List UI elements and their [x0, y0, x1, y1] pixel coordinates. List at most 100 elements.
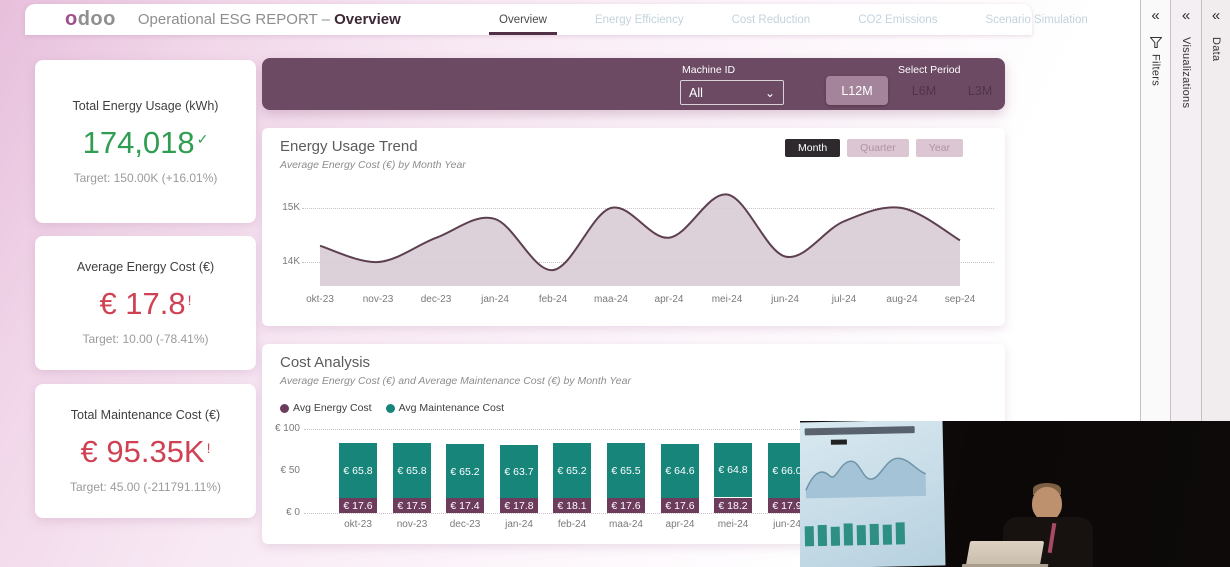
machine-id-dropdown[interactable]: All ⌄ — [680, 80, 784, 105]
period-button-l6m[interactable]: L6M — [911, 83, 937, 98]
chevron-down-icon: ⌄ — [764, 85, 775, 100]
trend-x-tick: aug-24 — [886, 294, 918, 305]
cost-y-tick: € 50 — [280, 465, 300, 476]
report-title-page: Overview — [334, 11, 401, 28]
mini-dashboard-button — [830, 439, 847, 445]
trend-x-tick: apr-24 — [654, 294, 684, 305]
filter-funnel-icon — [1149, 37, 1162, 48]
presenter-head — [1032, 487, 1062, 521]
energy-cost-segment[interactable]: € 17.6 — [607, 498, 645, 513]
toggle-quarter-button[interactable]: Quarter — [847, 139, 909, 157]
energy-cost-segment[interactable]: € 17.6 — [339, 498, 377, 513]
kpi-alert-indicator: ! — [187, 292, 192, 308]
period-button-l12m[interactable]: L12M — [826, 76, 888, 105]
kpi-value: 174,018 ✓ — [82, 124, 209, 160]
trend-x-tick: sep-24 — [944, 294, 976, 305]
expand-filters-icon[interactable]: « — [1151, 7, 1160, 24]
presenter-video-overlay — [800, 421, 1230, 567]
kpi-check-indicator: ✓ — [196, 130, 209, 147]
cost-x-tick: nov-23 — [396, 519, 428, 530]
app-header: odoo Operational ESG REPORT – Overview O… — [25, 4, 1088, 35]
filters-pane-label[interactable]: Filters — [1149, 54, 1162, 87]
cost-x-tick: mei-24 — [717, 519, 749, 530]
kpi-total-energy-usage: Total Energy Usage (kWh) 174,018 ✓ Target… — [35, 60, 256, 223]
mini-bar-chart — [804, 522, 906, 547]
cost-x-tick: maa-24 — [609, 519, 643, 530]
maintenance-cost-segment[interactable]: € 63.7 — [500, 445, 538, 499]
kpi-title: Total Energy Usage (kWh) — [72, 98, 219, 113]
trend-x-tick: maa-24 — [594, 294, 628, 305]
toggle-year-button[interactable]: Year — [915, 139, 963, 157]
expand-visualizations-icon[interactable]: « — [1181, 7, 1191, 24]
maintenance-cost-segment[interactable]: € 64.6 — [661, 444, 699, 498]
maintenance-cost-segment[interactable]: € 66.0 — [768, 443, 806, 498]
maintenance-cost-segment[interactable]: € 65.8 — [339, 443, 377, 498]
legend-dot-icon — [280, 403, 289, 413]
legend-avg-maintenance-cost[interactable]: Avg Maintenance Cost — [385, 402, 505, 414]
mini-area-chart — [805, 457, 927, 499]
energy-cost-segment[interactable]: € 17.6 — [661, 498, 699, 513]
kpi-target: Target: 150.00K (+16.01%) — [73, 170, 218, 185]
tab-overview[interactable]: Overview — [489, 5, 557, 35]
energy-usage-trend-card: Energy Usage Trend Average Energy Cost (… — [262, 128, 1005, 326]
energy-cost-segment[interactable]: € 17.4 — [446, 498, 484, 513]
stacked-bar-dec-23[interactable]: € 65.2 € 17.4 dec-23 — [446, 444, 484, 530]
energy-cost-segment[interactable]: € 17.9 — [768, 498, 806, 513]
maintenance-cost-segment[interactable]: € 65.2 — [446, 444, 484, 499]
cost-chart-legend: Avg Energy Cost Avg Maintenance Cost — [280, 402, 504, 414]
kpi-total-maintenance-cost: Total Maintenance Cost (€) € 95.35K! Tar… — [35, 384, 256, 518]
presenter-laptop — [965, 541, 1045, 566]
kpi-average-energy-cost: Average Energy Cost (€) € 17.8! Target: … — [35, 236, 256, 370]
expand-data-icon[interactable]: « — [1211, 7, 1221, 24]
stacked-bar-okt-23[interactable]: € 65.8 € 17.6 okt-23 — [339, 443, 377, 530]
legend-dot-icon — [385, 403, 395, 413]
trend-x-tick: okt-23 — [306, 294, 334, 305]
tab-energy-efficiency[interactable]: Energy Efficiency — [594, 13, 684, 26]
trend-x-tick: jan-24 — [481, 294, 509, 305]
cost-chart-title: Cost Analysis — [280, 354, 371, 371]
stacked-bar-feb-24[interactable]: € 65.2 € 18.1 feb-24 — [553, 443, 591, 530]
energy-cost-segment[interactable]: € 18.2 — [714, 498, 752, 513]
stacked-bar-jan-24[interactable]: € 63.7 € 17.8 jan-24 — [500, 445, 538, 530]
maintenance-cost-segment[interactable]: € 65.2 — [553, 443, 591, 498]
legend-label: Avg Maintenance Cost — [398, 402, 505, 414]
trend-gridline — [302, 208, 994, 209]
data-pane-label[interactable]: Data — [1210, 37, 1222, 62]
stacked-bar-nov-23[interactable]: € 65.8 € 17.5 nov-23 — [393, 443, 431, 530]
kpi-target: Target: 10.00 (-78.41%) — [82, 332, 209, 346]
period-button-l3m[interactable]: L3M — [967, 83, 993, 98]
trend-y-tick: 14K — [282, 256, 300, 267]
legend-label: Avg Energy Cost — [293, 402, 372, 414]
maintenance-cost-segment[interactable]: € 65.8 — [393, 443, 431, 498]
odoo-logo: odoo — [65, 8, 116, 30]
cost-y-tick: € 0 — [286, 507, 300, 518]
cost-chart-subtitle: Average Energy Cost (€) and Average Main… — [280, 375, 631, 387]
toggle-month-button[interactable]: Month — [784, 139, 841, 157]
trend-area-chart[interactable] — [310, 184, 970, 288]
energy-cost-segment[interactable]: € 17.8 — [500, 498, 538, 513]
kpi-value: € 17.8! — [99, 286, 192, 321]
cost-y-tick: € 100 — [274, 423, 300, 434]
tab-co2-emissions[interactable]: CO2 Emissions — [858, 13, 938, 26]
cost-x-tick: dec-23 — [449, 519, 481, 530]
maintenance-cost-segment[interactable]: € 64.8 — [714, 443, 752, 497]
odoo-logo-rest: doo — [77, 8, 116, 30]
tab-cost-reduction[interactable]: Cost Reduction — [731, 13, 811, 26]
stacked-bar-mei-24[interactable]: € 64.8 € 18.2 mei-24 — [714, 443, 752, 530]
kpi-target: Target: 45.00 (-211791.11%) — [70, 480, 221, 494]
energy-cost-segment[interactable]: € 17.5 — [393, 498, 431, 513]
machine-id-value: All — [689, 85, 703, 100]
select-period-label: Select Period — [898, 64, 961, 76]
visualizations-pane-label[interactable]: Visualizations — [1180, 37, 1192, 109]
tab-scenario-simulation[interactable]: Scenario Simulation — [985, 13, 1088, 26]
report-title-prefix: Operational ESG REPORT – — [137, 11, 330, 28]
stacked-bar-apr-24[interactable]: € 64.6 € 17.6 apr-24 — [661, 444, 699, 530]
energy-cost-segment[interactable]: € 18.1 — [553, 498, 591, 513]
maintenance-cost-segment[interactable]: € 65.5 — [607, 443, 645, 498]
trend-x-tick: jun-24 — [771, 294, 799, 305]
cost-stacked-bars: € 65.8 € 17.6 okt-23 € 65.8 € 17.5 nov-23 € 65… — [304, 429, 994, 530]
stacked-bar-jun-24[interactable]: € 66.0 € 17.9 jun-24 — [768, 443, 806, 530]
legend-avg-energy-cost[interactable]: Avg Energy Cost — [280, 402, 372, 414]
trend-x-tick: mei-24 — [711, 294, 743, 305]
stacked-bar-maa-24[interactable]: € 65.5 € 17.6 maa-24 — [607, 443, 645, 530]
